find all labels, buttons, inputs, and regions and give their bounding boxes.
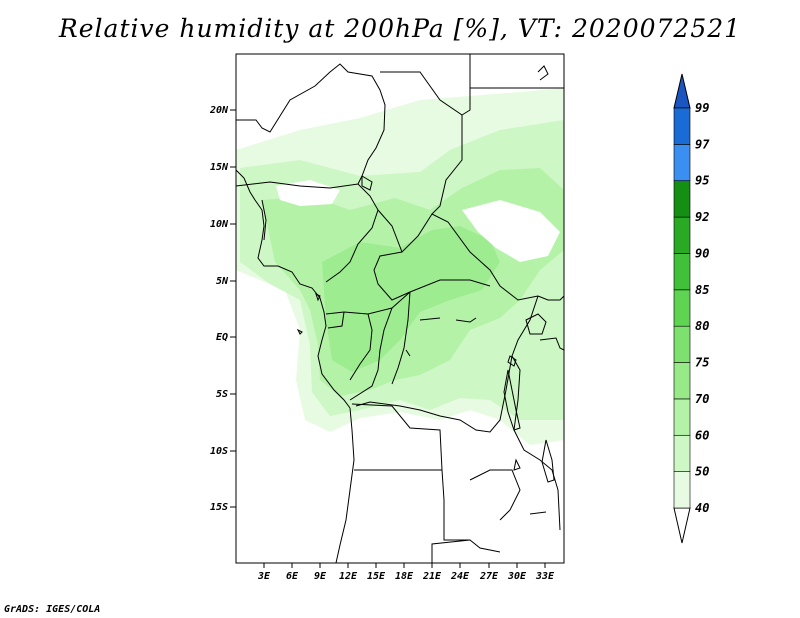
map-frame: [235, 53, 565, 564]
colorbar-label: 97: [695, 137, 710, 151]
island: [296, 328, 303, 335]
colorbar-label: 50: [695, 465, 709, 479]
colorbar-segment: [673, 471, 691, 509]
colorbar-bottom-triangle: [673, 507, 691, 544]
colorbar-top-triangle: [673, 73, 691, 109]
colorbar-label: 60: [695, 428, 709, 442]
colorbar-segment: [673, 144, 691, 182]
lon-axis: 3E 6E 9E 12E 15E 18E 21E 24E 27E 30E 33E: [257, 563, 555, 582]
colorbar-label: 40: [695, 501, 709, 515]
lon-tick-label: 3E: [257, 571, 271, 582]
colorbar-label: 95: [695, 174, 709, 188]
colorbar-segment: [673, 107, 691, 145]
grads-credit: GrADS: IGES/COLA: [4, 604, 101, 615]
lat-axis: 20N 15N 10N 5N EQ 5S 10S 15S: [209, 105, 236, 513]
colorbar-label: 80: [695, 319, 709, 333]
rh-70-region: [322, 226, 500, 372]
lake-victoria: [525, 313, 547, 335]
river: [419, 317, 441, 321]
border: [377, 209, 539, 301]
colorbar-segment: [673, 362, 691, 400]
rh-40-gap: [462, 200, 560, 262]
border: [349, 313, 373, 381]
colorbar-label: 85: [695, 283, 709, 297]
border: [511, 355, 561, 531]
coast-fragment: [537, 65, 549, 81]
lon-tick-label: 21E: [422, 571, 442, 582]
colorbar: 40 50 60 70 75 80 85 90 92 95 97 99: [673, 73, 710, 544]
lake: [529, 511, 547, 515]
colorbar-label: 99: [695, 101, 709, 115]
border: [349, 307, 393, 401]
lon-tick-label: 24E: [450, 571, 470, 582]
border: [537, 295, 564, 301]
lake-chad: [361, 175, 373, 191]
colorbar-segment: [673, 434, 691, 472]
river: [405, 349, 411, 357]
lat-tick-label: 10N: [210, 219, 229, 230]
colorbar-segment: [673, 253, 691, 291]
lon-tick-label: 12E: [339, 571, 358, 582]
lake-tanganyika: [503, 369, 521, 431]
colorbar-label: 92: [695, 210, 709, 224]
island: [315, 293, 321, 302]
lat-tick-label: 20N: [209, 105, 229, 116]
lat-tick-label: 5S: [216, 389, 228, 400]
colorbar-segment: [673, 398, 691, 436]
country-borders: [236, 54, 564, 563]
lat-tick-label: 15S: [210, 502, 228, 513]
lon-tick-label: 6E: [286, 571, 299, 582]
border: [469, 469, 521, 521]
border: [391, 291, 411, 385]
border: [351, 403, 470, 541]
colorbar-label: 90: [695, 246, 709, 260]
humidity-shading: [236, 88, 564, 445]
border: [373, 251, 491, 301]
river: [455, 317, 477, 323]
colorbar-segment: [673, 325, 691, 363]
border: [327, 311, 345, 329]
west-africa-coast: [236, 169, 351, 409]
colorbar-label: 70: [695, 392, 709, 406]
border: [236, 181, 379, 283]
angola-coast: [335, 407, 355, 563]
border: [431, 539, 501, 563]
lat-tick-label: 5N: [216, 276, 229, 287]
lon-tick-label: 30E: [507, 571, 527, 582]
map-title: Relative humidity at 200hPa [%], VT: 202…: [58, 14, 742, 43]
border: [261, 199, 267, 241]
border: [380, 71, 463, 215]
colorbar-label: 75: [695, 356, 709, 370]
lake-malawi: [541, 439, 555, 483]
colorbar-segment: [673, 289, 691, 327]
lon-tick-label: 27E: [479, 571, 499, 582]
lake: [513, 458, 521, 471]
border: [461, 54, 471, 116]
lon-tick-label: 15E: [367, 571, 386, 582]
lat-tick-label: 15N: [210, 162, 229, 173]
lat-tick-label: 10S: [210, 446, 228, 457]
lake-kivu: [507, 355, 517, 367]
lon-tick-label: 9E: [314, 571, 327, 582]
border: [355, 295, 539, 433]
border: [236, 63, 386, 185]
lat-tick-label: EQ: [216, 332, 228, 343]
border: [539, 337, 564, 351]
lon-tick-label: 33E: [535, 571, 555, 582]
rh-40-gap: [276, 180, 340, 206]
colorbar-segment: [673, 216, 691, 254]
colorbar-segment: [673, 180, 691, 218]
lon-tick-label: 18E: [395, 571, 414, 582]
